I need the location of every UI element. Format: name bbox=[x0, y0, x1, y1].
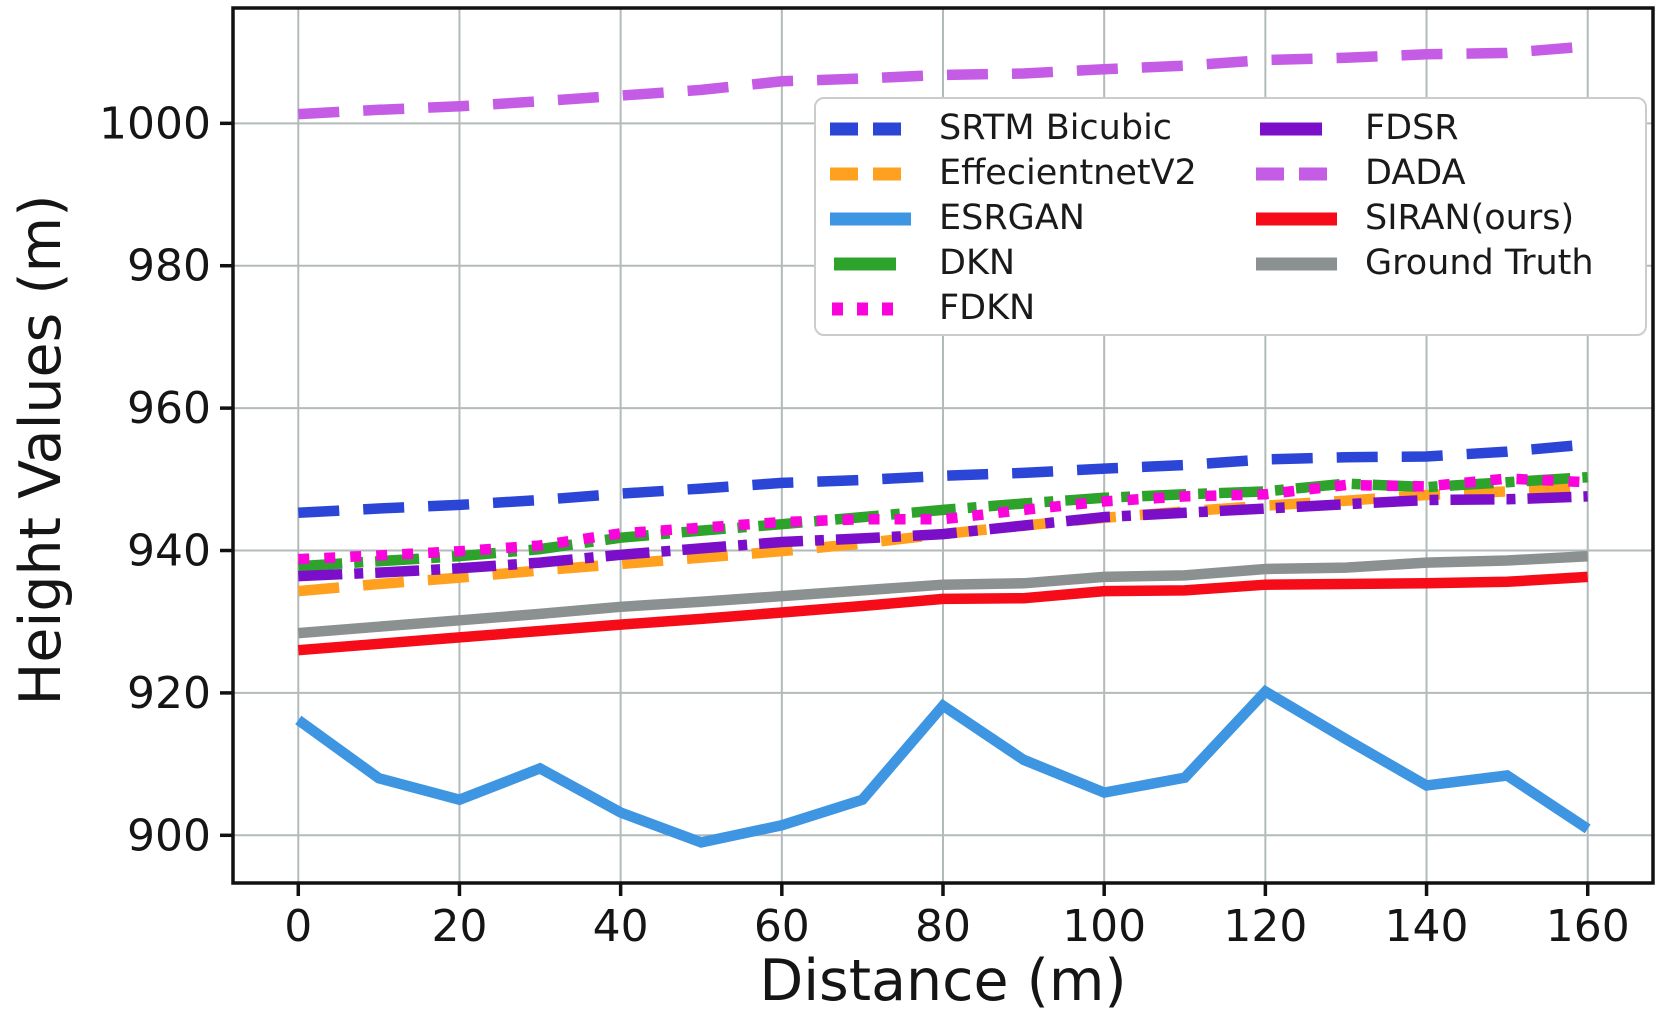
x-tick-label-60: 60 bbox=[754, 901, 810, 952]
legend-item-ground-truth: Ground Truth bbox=[1254, 241, 1594, 286]
legend-column-2: FDSR DADA SIRAN(ours) Ground Truth bbox=[1254, 106, 1594, 286]
x-tick-label-160: 160 bbox=[1546, 901, 1630, 952]
series-line-fdkn bbox=[298, 473, 1588, 565]
legend-item-effecientnetv2: EffecientnetV2 bbox=[828, 151, 1197, 196]
y-tick-label-920: 920 bbox=[127, 668, 211, 719]
legend-swatch-icon bbox=[1256, 257, 1337, 270]
legend-swatch-icon bbox=[830, 167, 911, 180]
series-line-esrgan bbox=[295, 684, 1591, 848]
legend-label: EffecientnetV2 bbox=[939, 153, 1197, 193]
legend-swatch-icon bbox=[834, 257, 896, 270]
legend-swatch-icon bbox=[1256, 212, 1337, 225]
series-line-dada bbox=[298, 41, 1589, 120]
x-tick-label-140: 140 bbox=[1385, 901, 1469, 952]
legend-swatch-icon bbox=[830, 122, 911, 135]
series-line-srtm-bicubic bbox=[298, 439, 1589, 519]
legend-item-dada: DADA bbox=[1254, 151, 1594, 196]
y-tick-label-1000: 1000 bbox=[99, 98, 211, 149]
legend-item-fdsr: FDSR bbox=[1254, 106, 1594, 151]
x-tick-label-40: 40 bbox=[593, 901, 649, 952]
legend-item-srtm-bicubic: SRTM Bicubic bbox=[828, 106, 1197, 151]
legend-label: Ground Truth bbox=[1365, 243, 1594, 283]
legend-item-dkn: DKN bbox=[828, 241, 1197, 286]
x-axis-label: Distance (m) bbox=[759, 948, 1127, 1014]
legend-swatch-icon bbox=[1256, 167, 1337, 180]
series-line-ground-truth bbox=[297, 550, 1588, 639]
y-tick-label-900: 900 bbox=[127, 810, 211, 861]
y-tick-label-980: 980 bbox=[127, 241, 211, 292]
x-tick-label-100: 100 bbox=[1062, 901, 1146, 952]
legend-label: DADA bbox=[1365, 153, 1466, 193]
legend-swatch-icon bbox=[832, 302, 893, 315]
legend-label: ESRGAN bbox=[939, 198, 1085, 238]
series-line-effecientnetv2 bbox=[297, 481, 1588, 597]
series-line-siran-ours- bbox=[297, 571, 1589, 656]
x-tick-label-120: 120 bbox=[1223, 901, 1307, 952]
x-tick-label-20: 20 bbox=[431, 901, 487, 952]
series-line-fdsr bbox=[298, 491, 1588, 582]
y-tick-label-960: 960 bbox=[127, 383, 211, 434]
legend-item-siran-ours-: SIRAN(ours) bbox=[1254, 196, 1594, 241]
legend-label: SRTM Bicubic bbox=[939, 108, 1173, 148]
legend-label: SIRAN(ours) bbox=[1365, 198, 1575, 238]
legend-swatch-icon bbox=[1260, 122, 1322, 135]
legend-label: FDKN bbox=[939, 288, 1036, 328]
legend-column-1: SRTM Bicubic EffecientnetV2 ESRGAN DKN FDKN bbox=[828, 106, 1197, 331]
x-tick-label-80: 80 bbox=[915, 901, 971, 952]
y-axis-label: Height Values (m) bbox=[8, 194, 74, 706]
legend: SRTM Bicubic EffecientnetV2 ESRGAN DKN FDKN F… bbox=[814, 97, 1647, 336]
y-tick-label-940: 940 bbox=[127, 526, 211, 577]
legend-item-fdkn: FDKN bbox=[828, 286, 1197, 331]
x-tick-label-0: 0 bbox=[284, 901, 312, 952]
legend-label: FDSR bbox=[1365, 108, 1459, 148]
legend-swatch-icon bbox=[830, 212, 911, 225]
legend-label: DKN bbox=[939, 243, 1016, 283]
legend-item-esrgan: ESRGAN bbox=[828, 196, 1197, 241]
